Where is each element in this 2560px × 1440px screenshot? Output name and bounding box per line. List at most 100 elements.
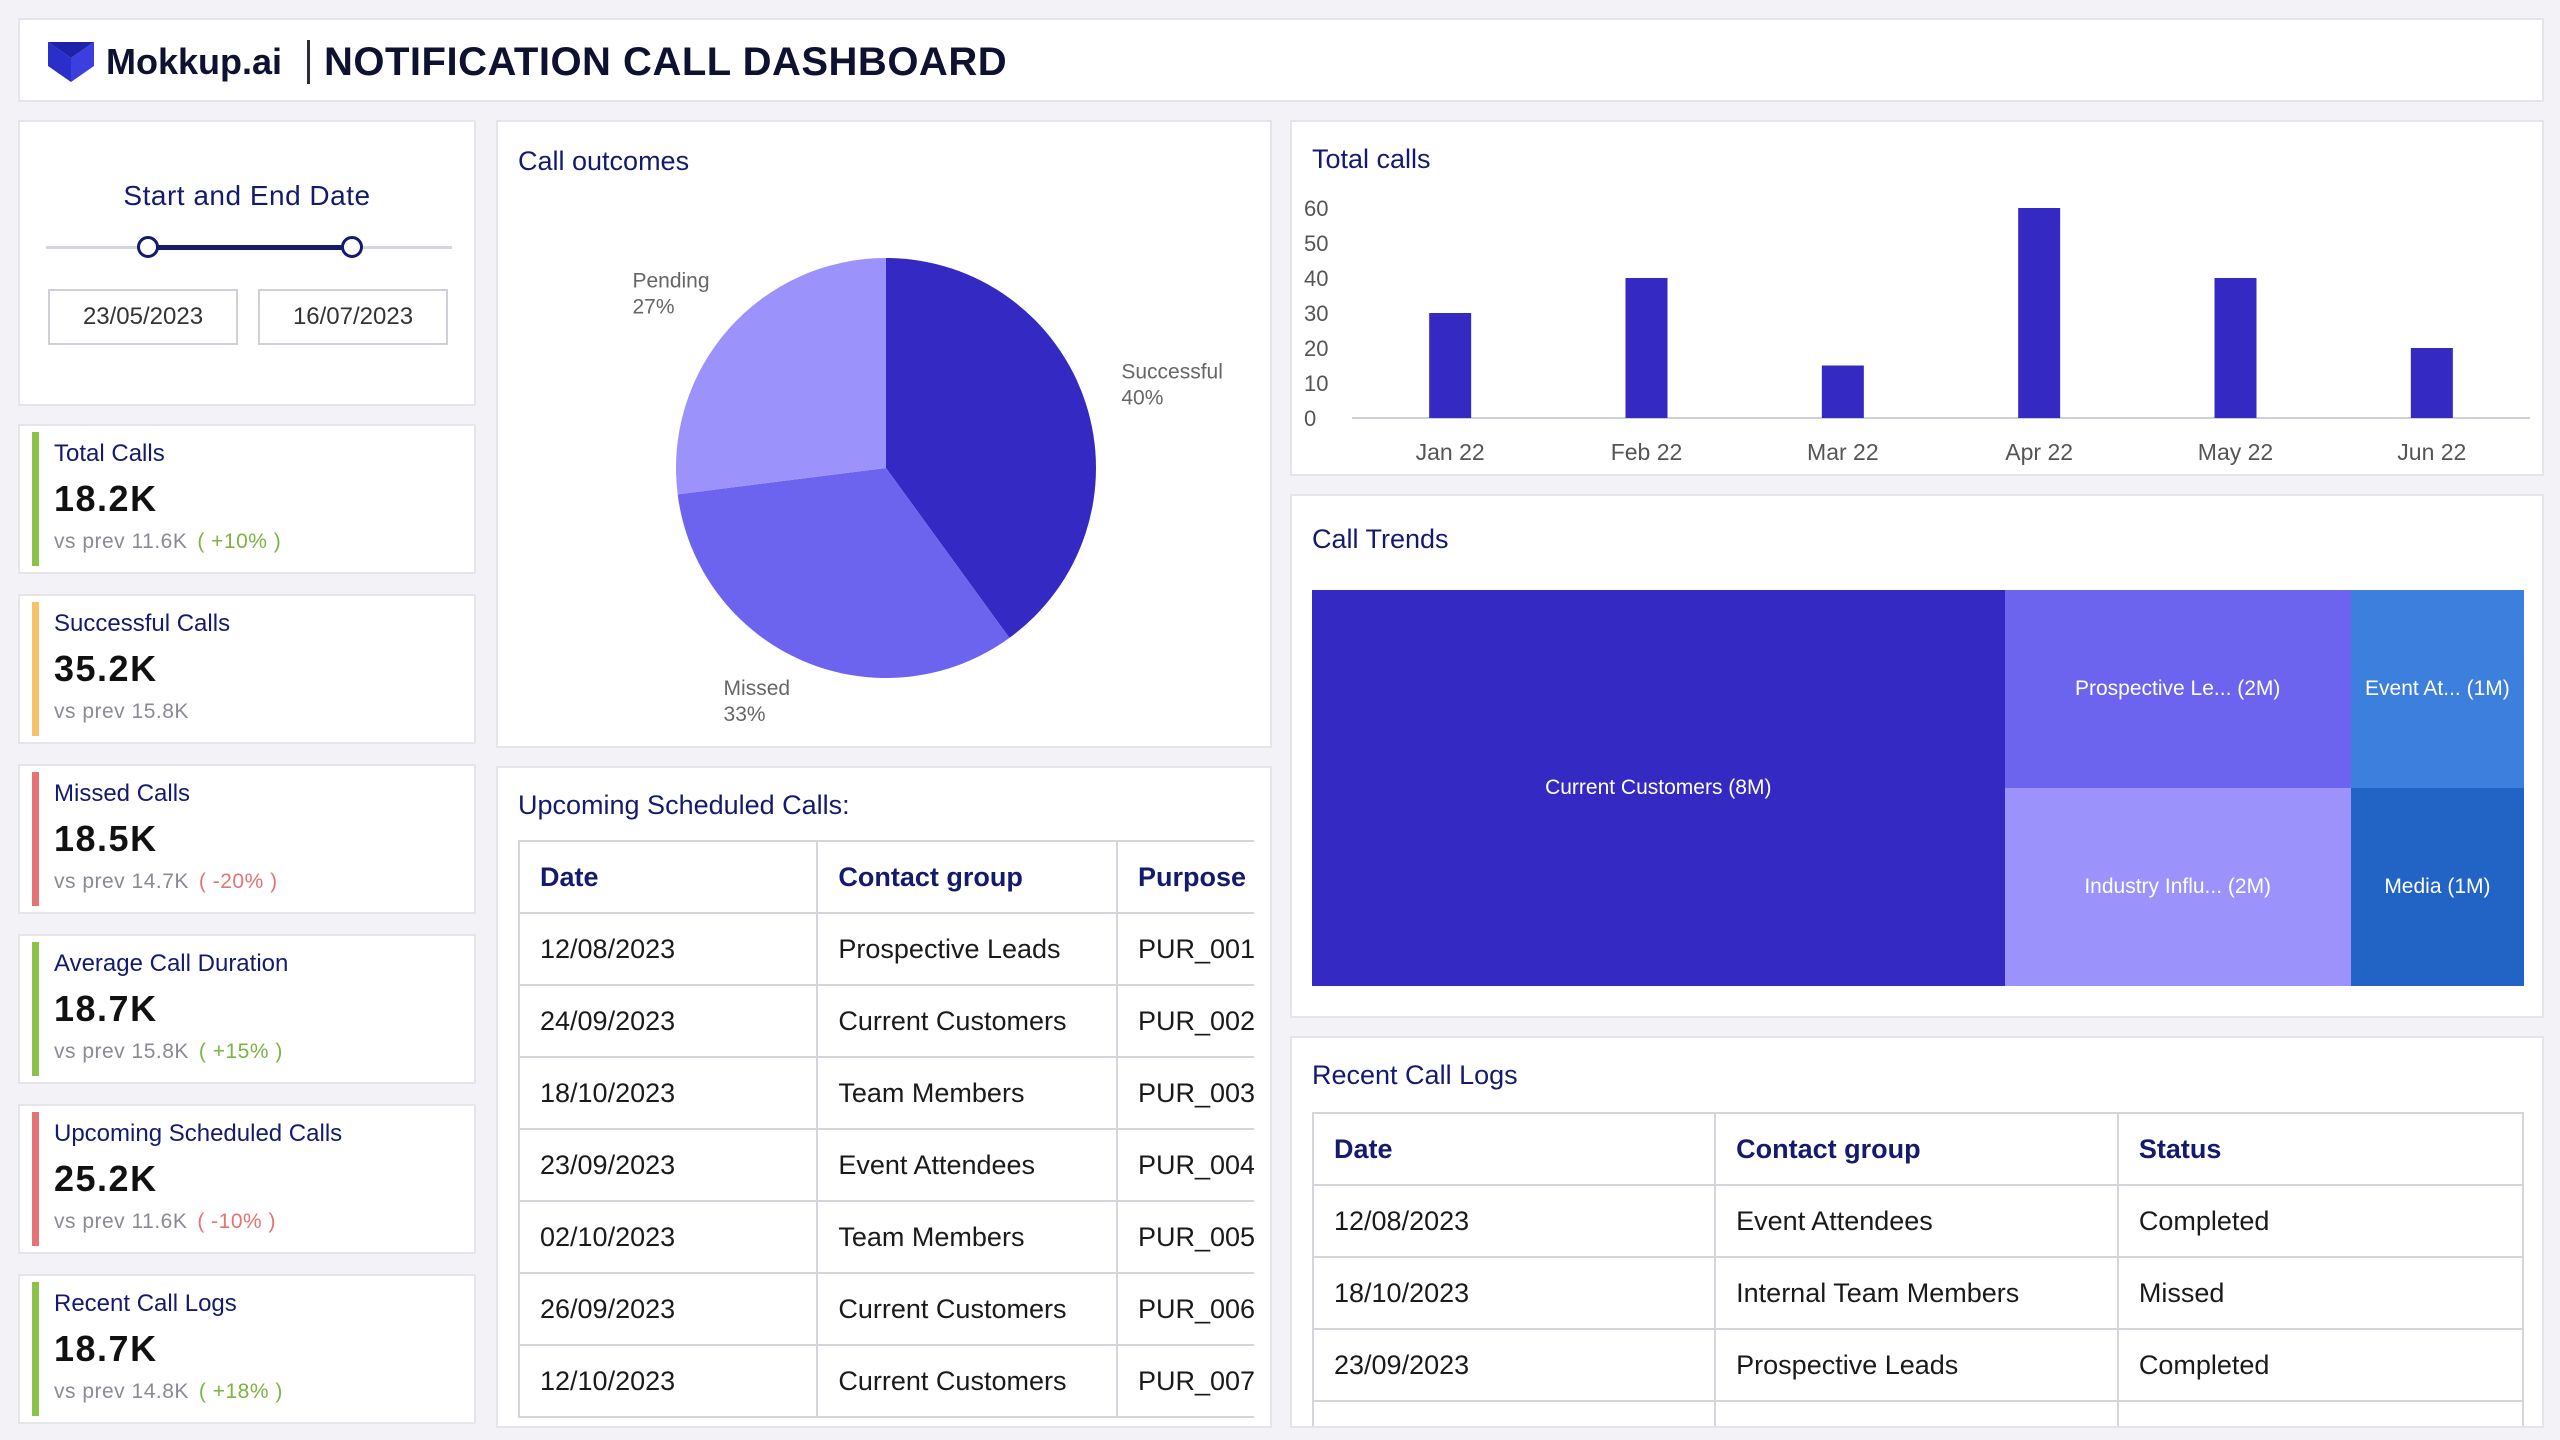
pie-label-successful: Successful 40% — [1121, 360, 1223, 409]
bar-mar-22[interactable] — [1821, 365, 1864, 419]
cell-date: 02/10/2023 — [518, 1200, 819, 1274]
pie-slice-successful[interactable] — [886, 258, 1096, 638]
date-slider-end-handle[interactable] — [341, 236, 363, 258]
kpi-value: 35.2K — [54, 648, 158, 689]
kpi-label: Total Calls — [54, 440, 165, 467]
column-header-date[interactable]: Date — [1312, 1112, 1717, 1186]
cell-purpose: PUR_007 — [1116, 1344, 1254, 1418]
recent-logs-title: Recent Call Logs — [1312, 1060, 1518, 1090]
end-date-input[interactable]: 16/07/2023 — [258, 289, 448, 345]
date-slider-range — [148, 245, 352, 250]
call-outcomes-pie-chart: Successful 40% Missed 33% Pending 27% — [632, 258, 1223, 726]
header-bar: Mokkup.ai NOTIFICATION CALL DASHBOARD — [18, 18, 2544, 102]
treemap-tile[interactable]: Current Customers (8M) — [1312, 590, 2005, 986]
column-header-date[interactable]: Date — [518, 840, 819, 914]
cell-purpose: PUR_002 — [1116, 984, 1254, 1058]
cell-contact-group: Event Attendees — [816, 1128, 1118, 1202]
pie-label-name: Successful — [1121, 360, 1223, 383]
kpi-previous: vs prev 14.7K( -20% ) — [54, 870, 278, 893]
cell-contact-group: Event Attendees — [1714, 1184, 2119, 1258]
cell-date: 12/10/2023 — [518, 1344, 819, 1418]
kpi-accent-bar — [32, 602, 39, 736]
kpi-accent-bar — [32, 432, 39, 566]
cell-contact-group: Internal Team Members — [1714, 1256, 2119, 1330]
table-header-row: Date Contact group Status — [1312, 1112, 2524, 1186]
x-tick-label: Jun 22 — [2397, 439, 2466, 465]
brand-name: Mokkup.ai — [106, 41, 283, 82]
pie-label-missed: Missed 33% — [724, 677, 791, 726]
table-header-row: Date Contact group Purpose — [518, 840, 1254, 914]
kpi-average-call-duration: Average Call Duration 18.7K vs prev 15.8… — [18, 934, 476, 1084]
treemap-tile[interactable]: Media (1M) — [2350, 788, 2524, 986]
bar-apr-22[interactable] — [2018, 208, 2061, 418]
treemap-tile[interactable]: Event At... (1M) — [2350, 590, 2524, 788]
kpi-label: Recent Call Logs — [54, 1290, 237, 1317]
call-outcomes-card: Call outcomes Successful 40% Missed 33% Pend… — [496, 120, 1272, 748]
cell-date: 18/10/2023 — [1312, 1256, 1717, 1330]
kpi-previous: vs prev 11.6K( -10% ) — [54, 1210, 277, 1233]
kpi-previous: vs prev 15.8K( +15% ) — [54, 1040, 283, 1063]
start-date-input[interactable]: 23/05/2023 — [48, 289, 238, 345]
y-tick-label: 50 — [1304, 231, 1328, 256]
table-row: 26/09/2023 Current Customers PUR_006 — [518, 1272, 1254, 1346]
upcoming-calls-table-viewport[interactable]: Date Contact group Purpose 12/08/2023 Pro… — [518, 840, 1254, 1426]
date-slider-start-handle[interactable] — [137, 236, 159, 258]
x-tick-label: Mar 22 — [1807, 439, 1879, 465]
bar-jun-22[interactable] — [2410, 348, 2453, 418]
kpi-label: Successful Calls — [54, 610, 231, 637]
bar-feb-22[interactable] — [1625, 278, 1668, 418]
x-tick-label: May 22 — [2198, 439, 2273, 465]
y-tick-label: 20 — [1304, 336, 1328, 361]
cell-purpose: PUR_006 — [1116, 1272, 1254, 1346]
kpi-previous: vs prev 15.8K — [54, 700, 189, 723]
recent-logs-table-viewport[interactable]: Date Contact group Status 12/08/2023 Even… — [1312, 1112, 2524, 1426]
kpi-label: Upcoming Scheduled Calls — [54, 1120, 343, 1147]
cell-contact-group: Prospective Leads — [816, 912, 1118, 986]
cell-contact-group: Current Customers — [816, 1272, 1118, 1346]
bar-may-22[interactable] — [2214, 278, 2257, 418]
y-tick-label: 40 — [1304, 266, 1328, 291]
bar-jan-22[interactable] — [1429, 313, 1472, 418]
cell-date: 23/09/2023 — [1312, 1328, 1717, 1402]
table-row: 18/10/2023 Internal Team Members Missed — [1312, 1256, 2524, 1330]
cell-contact-group: Team Members — [816, 1200, 1118, 1274]
upcoming-calls-card: Upcoming Scheduled Calls: Date Contact g… — [496, 766, 1272, 1428]
column-header-purpose[interactable]: Purpose — [1116, 840, 1254, 914]
kpi-value: 18.7K — [54, 988, 158, 1029]
cell-date: 18/10/2023 — [518, 1056, 819, 1130]
pie-label-name: Pending — [632, 269, 709, 292]
cell-date: 23/09/2023 — [518, 1128, 819, 1202]
cell-status: Missed — [2116, 1256, 2524, 1330]
table-row: 24/09/2023 Current Customers PUR_002 — [518, 984, 1254, 1058]
cell-contact-group: Current Customers — [816, 1344, 1118, 1418]
x-tick-label: Apr 22 — [2005, 439, 2073, 465]
call-outcomes-title: Call outcomes — [518, 146, 690, 176]
cell-status: Completed — [2116, 1184, 2524, 1258]
cell-date: 26/09/2023 — [518, 1272, 819, 1346]
kpi-accent-bar — [32, 942, 39, 1076]
table-row: 23/09/2023 Event Attendees PUR_004 — [518, 1128, 1254, 1202]
table-row: 12/08/2023 Event Attendees Completed — [1312, 1184, 2524, 1258]
pie-slice-pending[interactable] — [676, 258, 886, 495]
column-header-contact-group[interactable]: Contact group — [816, 840, 1118, 914]
cell-status: Completed — [2116, 1328, 2524, 1402]
pie-label-pending: Pending 27% — [632, 269, 709, 318]
cell-date: 12/08/2023 — [518, 912, 819, 986]
cell-date: 12/08/2023 — [1312, 1184, 1717, 1258]
table-row — [1312, 1400, 2524, 1426]
kpi-label: Missed Calls — [54, 780, 191, 807]
table-row: 23/09/2023 Prospective Leads Completed — [1312, 1328, 2524, 1402]
table-row: 12/08/2023 Prospective Leads PUR_001 — [518, 912, 1254, 986]
column-header-contact-group[interactable]: Contact group — [1714, 1112, 2119, 1186]
y-tick-label: 0 — [1304, 406, 1316, 431]
kpi-accent-bar — [32, 1282, 39, 1416]
treemap-tile[interactable]: Industry Influ... (2M) — [2004, 788, 2351, 986]
cell-contact-group: Current Customers — [816, 984, 1118, 1058]
treemap-tile[interactable]: Prospective Le... (2M) — [2004, 590, 2351, 788]
cell-contact-group — [1714, 1400, 2119, 1426]
total-calls-bar-chart: 0 10 20 30 40 50 60 Jan 22 Feb 22 Mar 22 Apr 22 May… — [1304, 196, 2530, 465]
pie-slice-missed[interactable] — [677, 468, 1010, 679]
column-header-status[interactable]: Status — [2116, 1112, 2524, 1186]
date-filter-title: Start and End Date — [123, 180, 371, 211]
call-trends-card: Call Trends Current Customers (8M) Prospe… — [1290, 494, 2544, 1018]
